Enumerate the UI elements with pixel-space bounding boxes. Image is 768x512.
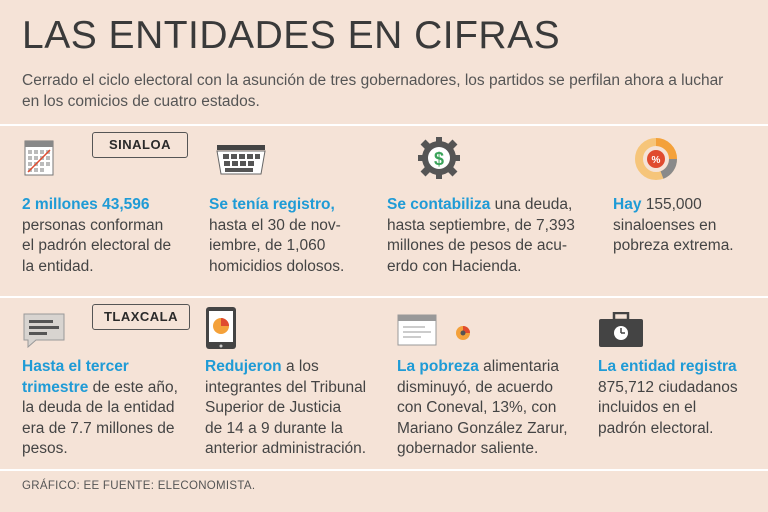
- stat-sinaloa-debt: Se contabiliza una deuda, hasta septiemb…: [387, 195, 597, 277]
- stat-highlight: Se tenía registro,: [209, 196, 335, 213]
- stat-highlight: Hay: [613, 196, 642, 213]
- stat-line: Superior de Justicia: [205, 399, 342, 416]
- keyboard-icon: [214, 144, 268, 181]
- stat-line: hasta el 30 de nov-: [209, 216, 341, 234]
- divider-middle: [0, 296, 768, 298]
- stat-line: iembre, de 1,060: [209, 237, 326, 254]
- stat-rest: una deuda,: [490, 196, 573, 213]
- source-credit: GRÁFICO: EE FUENTE: ELECONOMISTA.: [22, 480, 256, 492]
- page-title: LAS ENTIDADES EN CIFRAS: [22, 14, 561, 57]
- divider-top: [0, 124, 768, 126]
- calendar-icon: [24, 140, 54, 181]
- page-subtitle: Cerrado el ciclo electoral con la asunci…: [22, 72, 724, 110]
- stat-rest: a los: [281, 358, 319, 375]
- stat-tlaxcala-debt: Hasta el tercer trimestre de este año, l…: [22, 357, 202, 460]
- stat-line: el padrón electoral de: [22, 237, 172, 254]
- stat-line: la entidad.: [22, 257, 94, 275]
- stat-line: hasta septiembre, de 7,393: [387, 216, 575, 234]
- sinaloa-tag: SINALOA: [92, 132, 188, 158]
- stat-highlight: La pobreza: [397, 358, 479, 375]
- tlaxcala-tag: TLAXCALA: [92, 304, 190, 330]
- stat-line: Mariano González Zarur,: [397, 419, 568, 437]
- money-gear-icon: $: [417, 136, 461, 185]
- stat-rest: 155,000: [641, 196, 702, 213]
- stat-line: gobernador saliente.: [397, 440, 539, 457]
- tablet-icon: [205, 306, 237, 355]
- stat-sinaloa-homicides: Se tenía registro, hasta el 30 de nov- i…: [209, 195, 379, 277]
- stat-line: 875,712 ciudadanos: [598, 378, 738, 396]
- stat-line: anterior administración.: [205, 440, 367, 457]
- stat-line: personas conforman: [22, 216, 164, 234]
- briefcase-icon: [598, 311, 644, 353]
- stat-line: homicidios dolosos.: [209, 257, 345, 275]
- stat-line: padrón electoral.: [598, 419, 714, 437]
- stat-rest: de este año,: [88, 378, 178, 396]
- stat-tlaxcala-tribunal: Redujeron a los integrantes del Tribunal…: [205, 357, 395, 460]
- browser-pie-icon: [397, 314, 477, 353]
- percent-chart-icon: %: [634, 137, 678, 186]
- stat-highlight: Se contabiliza: [387, 196, 491, 213]
- stat-line: pesos.: [22, 440, 68, 457]
- stat-line: pobreza extrema.: [613, 237, 734, 254]
- stat-line: sinaloenses en: [613, 216, 717, 234]
- svg-text:%: %: [652, 155, 661, 166]
- stat-line: erdo con Hacienda.: [387, 257, 522, 275]
- stat-line: millones de pesos de acu-: [387, 237, 568, 254]
- svg-text:$: $: [434, 149, 444, 169]
- divider-bottom: [0, 469, 768, 471]
- stat-line: la deuda de la entidad: [22, 399, 175, 416]
- stat-highlight: 2 millones 43,596: [22, 196, 150, 213]
- stat-highlight: Hasta el tercer: [22, 358, 129, 375]
- message-icon: [22, 312, 66, 353]
- stat-sinaloa-poverty: Hay 155,000 sinaloenses en pobreza extre…: [613, 195, 763, 257]
- stat-line: integrantes del Tribunal: [205, 378, 367, 396]
- stat-line: de 14 a 9 durante la: [205, 419, 343, 437]
- stat-line: disminuyó, de acuerdo: [397, 378, 553, 396]
- stat-rest: alimentaria: [478, 358, 559, 375]
- stat-highlight: La entidad registra: [598, 358, 737, 375]
- stat-sinaloa-voters: 2 millones 43,596 personas conforman el …: [22, 195, 197, 277]
- stat-tlaxcala-poverty: La pobreza alimentaria disminuyó, de acu…: [397, 357, 597, 460]
- stat-highlight: Redujeron: [205, 358, 282, 375]
- stat-line: incluidos en el: [598, 399, 697, 416]
- stat-tlaxcala-voters: La entidad registra 875,712 ciudadanos i…: [598, 357, 763, 439]
- stat-highlight: trimestre: [22, 378, 89, 396]
- stat-line: era de 7.7 millones de: [22, 419, 175, 437]
- stat-line: con Coneval, 13%, con: [397, 399, 557, 416]
